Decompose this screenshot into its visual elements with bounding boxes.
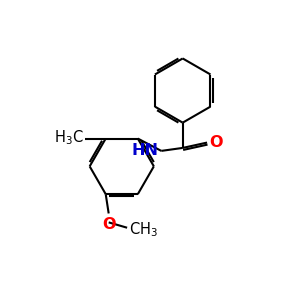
Text: CH$_3$: CH$_3$ xyxy=(129,220,158,239)
Text: O: O xyxy=(102,217,116,232)
Text: HN: HN xyxy=(132,143,159,158)
Text: O: O xyxy=(209,135,223,150)
Text: H$_3$C: H$_3$C xyxy=(53,128,83,147)
